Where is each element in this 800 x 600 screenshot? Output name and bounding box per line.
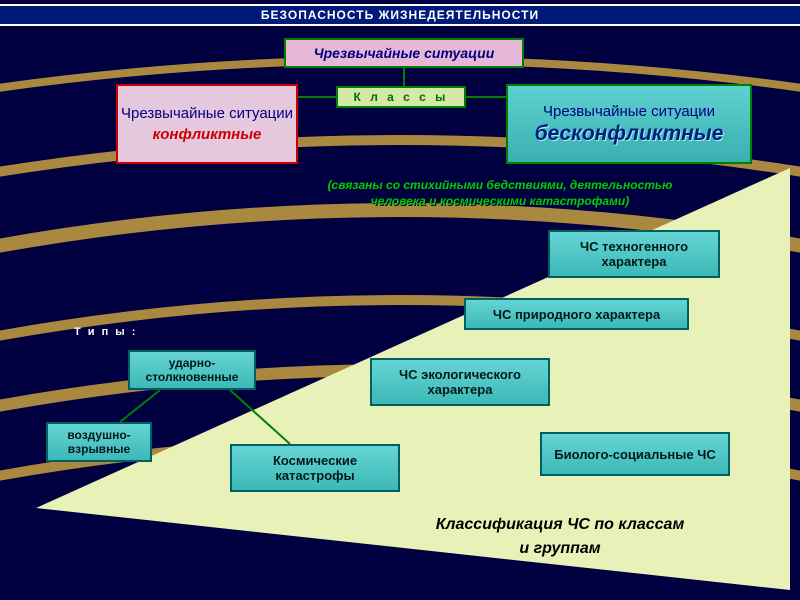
conflict-line2: конфликтные xyxy=(153,126,262,143)
title-box: Чрезвычайные ситуации xyxy=(284,38,524,68)
conflict-line1: Чрезвычайные ситуации xyxy=(121,105,293,122)
conflict-box: Чрезвычайные ситуации конфликтные xyxy=(116,84,298,164)
box-cosmic: Космические катастрофы xyxy=(230,444,400,492)
box-air-label: воздушно-взрывные xyxy=(52,428,146,456)
nonconflict-line2: бесконфликтные xyxy=(535,122,724,146)
box-eco-label: ЧС экологического характера xyxy=(376,367,544,397)
box-natural: ЧС природного характера xyxy=(464,298,689,330)
box-cosmic-label: Космические катастрофы xyxy=(236,453,394,483)
box-impact: ударно-столкновенные xyxy=(128,350,256,390)
classes-label: К л а с с ы xyxy=(354,90,449,104)
box-tech: ЧС техногенного характера xyxy=(548,230,720,278)
types-label: Т и п ы : xyxy=(74,326,137,338)
box-impact-label: ударно-столкновенные xyxy=(134,356,250,384)
subtitle-text: (связаны со стихийными бедствиями, деяте… xyxy=(300,178,700,209)
classes-label-box: К л а с с ы xyxy=(336,86,466,108)
box-air: воздушно-взрывные xyxy=(46,422,152,462)
box-bio: Биолого-социальные ЧС xyxy=(540,432,730,476)
footer-line2: и группам xyxy=(350,540,770,558)
box-bio-label: Биолого-социальные ЧС xyxy=(554,447,715,462)
nonconflict-line1: Чрезвычайные ситуации xyxy=(543,103,715,120)
title-text: Чрезвычайные ситуации xyxy=(314,45,495,61)
nonconflict-box: Чрезвычайные ситуации бесконфликтные xyxy=(506,84,752,164)
box-eco: ЧС экологического характера xyxy=(370,358,550,406)
footer-line1: Классификация ЧС по классам xyxy=(350,516,770,534)
box-tech-label: ЧС техногенного характера xyxy=(554,239,714,269)
box-natural-label: ЧС природного характера xyxy=(493,307,660,322)
